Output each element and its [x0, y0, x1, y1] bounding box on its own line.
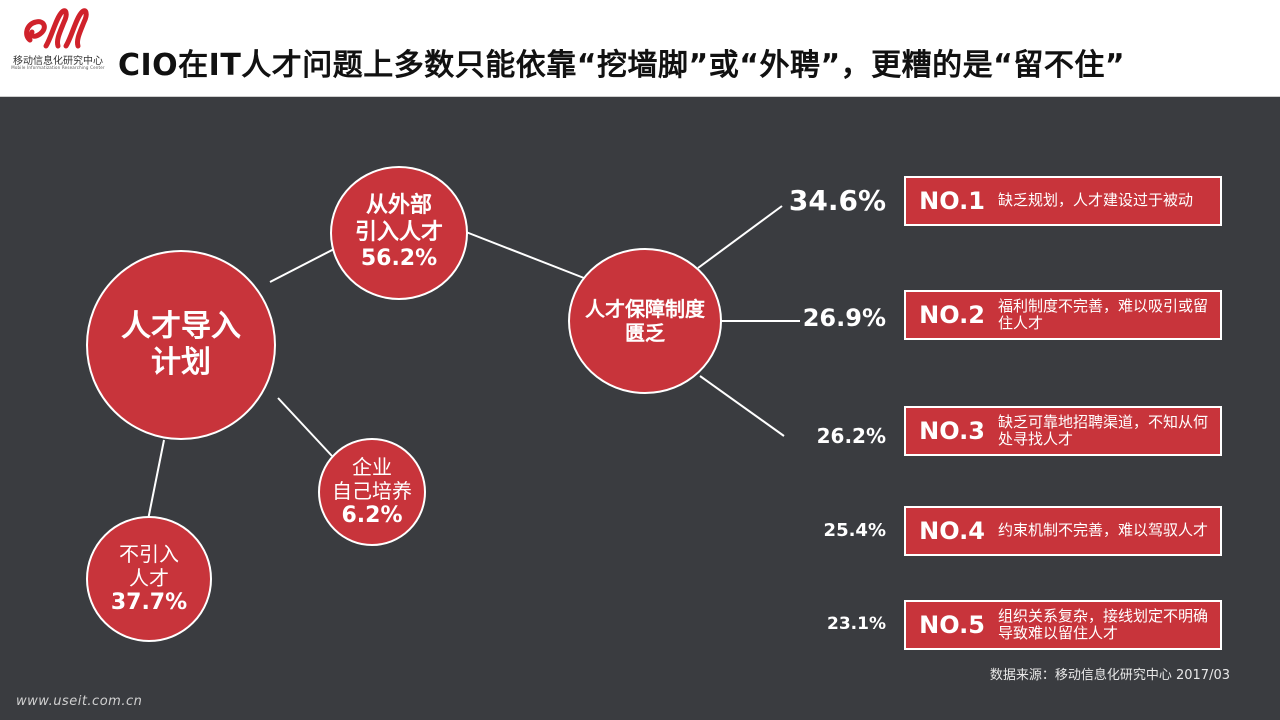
website-watermark: www.useit.com.cn: [16, 694, 143, 709]
logo-cn-text: 移动信息化研究中心: [13, 56, 103, 67]
data-source: 数据来源：移动信息化研究中心 2017/03: [989, 668, 1230, 683]
reason-1-box: NO.1 缺乏规划，人才建设过于被动: [904, 176, 1222, 226]
reason-2-rank: NO.2: [919, 301, 985, 329]
node-external-hire-line1: 从外部: [365, 193, 432, 219]
node-internal-training: 企业 自己培养 6.2%: [318, 438, 426, 546]
reason-4-text: 约束机制不完善，难以驾驭人才: [998, 521, 1209, 540]
reason-2-box: NO.2 福利制度不完善，难以吸引或留住人才: [904, 290, 1222, 340]
reason-5-text: 组织关系复杂，接线划定不明确导致难以留住人才: [998, 606, 1209, 642]
node-lack-guarantee-line1: 人才保障制度: [585, 297, 705, 321]
node-internal-training-value: 6.2%: [341, 502, 403, 528]
node-talent-plan-line2: 计划: [151, 345, 211, 380]
node-internal-training-line1: 企业: [352, 454, 392, 479]
reason-3-rank: NO.3: [919, 417, 985, 445]
node-internal-training-line2: 自己培养: [332, 478, 412, 503]
reason-5-rank: NO.5: [919, 611, 985, 639]
connector-main-external: [269, 247, 337, 283]
reason-3-box: NO.3 缺乏可靠地招聘渠道，不知从何处寻找人才: [904, 406, 1222, 456]
reason-3-percent: 26.2%: [816, 424, 886, 448]
logo: 移动信息化研究中心 Mobile Informatization Researc…: [8, 6, 108, 76]
node-external-hire: 从外部 引入人才 56.2%: [330, 166, 468, 300]
node-no-hire-line2: 人才: [129, 565, 169, 590]
reason-5-percent: 23.1%: [827, 614, 886, 634]
logo-en-text: Mobile Informatization Researching Cente…: [11, 65, 105, 70]
connector-main-internal: [277, 397, 333, 457]
reason-3-text: 缺乏可靠地招聘渠道，不知从何处寻找人才: [998, 412, 1209, 448]
reason-5-box: NO.5 组织关系复杂，接线划定不明确导致难以留住人才: [904, 600, 1222, 650]
node-talent-plan: 人才导入 计划: [86, 250, 276, 440]
reason-1-rank: NO.1: [919, 187, 985, 215]
reason-4-box: NO.4 约束机制不完善，难以驾驭人才: [904, 506, 1222, 556]
node-external-hire-value: 56.2%: [360, 246, 438, 272]
reason-1-text: 缺乏规划，人才建设过于被动: [998, 191, 1194, 210]
reason-4-rank: NO.4: [919, 517, 985, 545]
logo-mark-icon: [24, 8, 89, 49]
node-no-hire: 不引入 人才 37.7%: [86, 516, 212, 642]
header: 移动信息化研究中心 Mobile Informatization Researc…: [0, 0, 1280, 97]
node-no-hire-line1: 不引入: [119, 541, 179, 566]
node-lack-guarantee-line2: 匮乏: [625, 321, 665, 345]
reason-1-percent: 34.6%: [788, 184, 886, 217]
node-external-hire-line2: 引入人才: [354, 219, 443, 245]
page-title: CIO在IT人才问题上多数只能依靠“挖墙脚”或“外聘”，更糟的是“留不住”: [118, 48, 1126, 83]
reason-4-percent: 25.4%: [823, 520, 886, 541]
connector-lack-r3: [699, 375, 785, 437]
connector-lack-r1: [697, 205, 783, 269]
node-talent-plan-line1: 人才导入: [121, 309, 241, 344]
reason-2-percent: 26.9%: [802, 304, 886, 332]
node-no-hire-value: 37.7%: [110, 589, 188, 615]
reason-2-text: 福利制度不完善，难以吸引或留住人才: [998, 296, 1209, 332]
connector-external-lack: [465, 231, 585, 279]
node-lack-guarantee: 人才保障制度 匮乏: [568, 248, 722, 394]
connector-main-none: [147, 439, 165, 521]
